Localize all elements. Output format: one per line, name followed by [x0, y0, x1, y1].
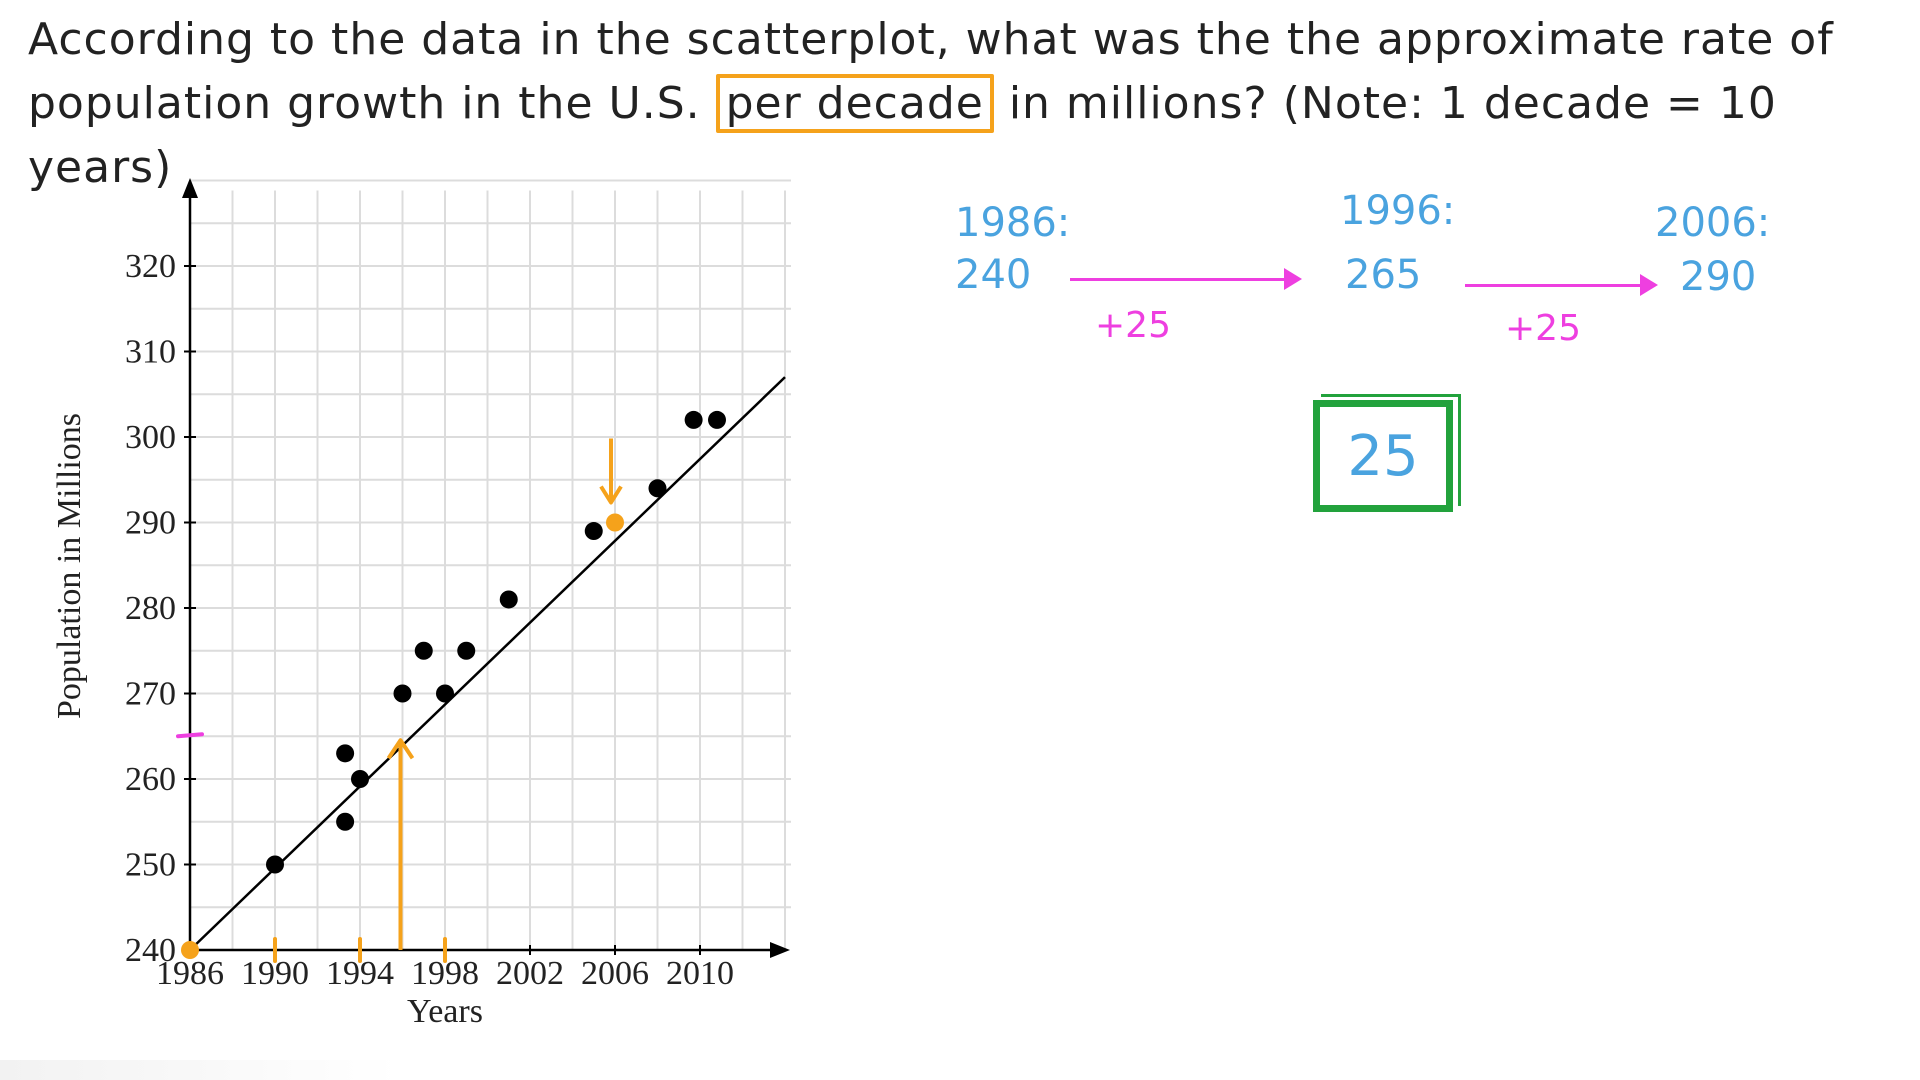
y-tick-label: 270	[125, 676, 176, 713]
step3-year: 2006:	[1655, 200, 1771, 246]
chart-grid	[190, 179, 791, 950]
question-highlight: per decade	[715, 74, 994, 133]
x-axis-label: Years	[407, 993, 483, 1030]
y-tick-label: 310	[125, 334, 176, 371]
chart-tick-labels: 1986 1990 1994 1998 2002 2006 2010240250260270…	[125, 248, 734, 992]
arrow-2-head	[1640, 274, 1658, 296]
step1-value: 240	[955, 252, 1032, 298]
x-axis-arrow-icon	[770, 942, 790, 958]
data-point	[436, 684, 454, 703]
x-tick-label: 1986	[156, 955, 224, 992]
y-tick-label: 260	[125, 761, 176, 798]
x-tick-label: 2010	[666, 955, 734, 992]
diff-1: +25	[1095, 305, 1171, 346]
step2-year: 1996:	[1340, 188, 1456, 234]
data-point	[393, 684, 412, 703]
arrow-2-line	[1465, 284, 1643, 287]
arrow-1-line	[1070, 278, 1288, 281]
chart-annotations	[176, 438, 624, 963]
step1-year: 1986:	[955, 200, 1071, 246]
highlight-point	[606, 513, 624, 532]
answer-box: 25	[1313, 400, 1453, 512]
diff-2: +25	[1505, 308, 1581, 349]
x-tick-label: 2002	[496, 955, 564, 992]
question-part1: According to the data in the scatterplot…	[28, 14, 1834, 129]
data-point	[708, 410, 726, 429]
step2-value: 265	[1345, 252, 1422, 298]
y-tick-label: 290	[125, 505, 176, 542]
x-tick-label: 2006	[581, 955, 649, 992]
scatter-chart: 1986 1990 1994 1998 2002 2006 2010240250260270…	[51, 178, 791, 1030]
y-tick-label: 250	[125, 847, 176, 884]
bottom-shade	[0, 1060, 400, 1080]
data-point	[414, 641, 433, 660]
y-tick-label: 320	[125, 248, 176, 285]
chart-axes	[182, 178, 790, 958]
y-marker-tick	[176, 732, 204, 739]
answer-value: 25	[1347, 423, 1419, 489]
data-point	[336, 812, 355, 831]
data-point	[457, 641, 476, 660]
arrow-1-head	[1284, 268, 1302, 290]
step3-value: 290	[1680, 254, 1757, 300]
chart-trend-line	[189, 376, 786, 951]
data-point	[584, 522, 603, 541]
question-part2: in millions? (Note: 1 decade = 10 years)	[28, 78, 1777, 193]
y-tick-label: 300	[125, 419, 176, 456]
chart-points	[266, 410, 726, 874]
y-tick-label: 240	[125, 932, 176, 969]
question-text: According to the data in the scatterplot…	[28, 8, 1908, 200]
trend-line	[189, 376, 786, 951]
data-point	[684, 410, 703, 429]
down-arrow-icon	[599, 485, 623, 505]
y-axis-arrow-icon	[182, 178, 198, 198]
data-point	[336, 744, 355, 763]
data-point	[648, 479, 667, 498]
data-point	[499, 590, 518, 609]
data-point	[351, 770, 369, 788]
data-point	[266, 855, 284, 874]
y-axis-label: Population in Millions	[51, 413, 88, 719]
y-tick-label: 280	[125, 590, 176, 627]
up-arrow-icon	[386, 738, 415, 760]
highlight-point	[181, 941, 199, 959]
